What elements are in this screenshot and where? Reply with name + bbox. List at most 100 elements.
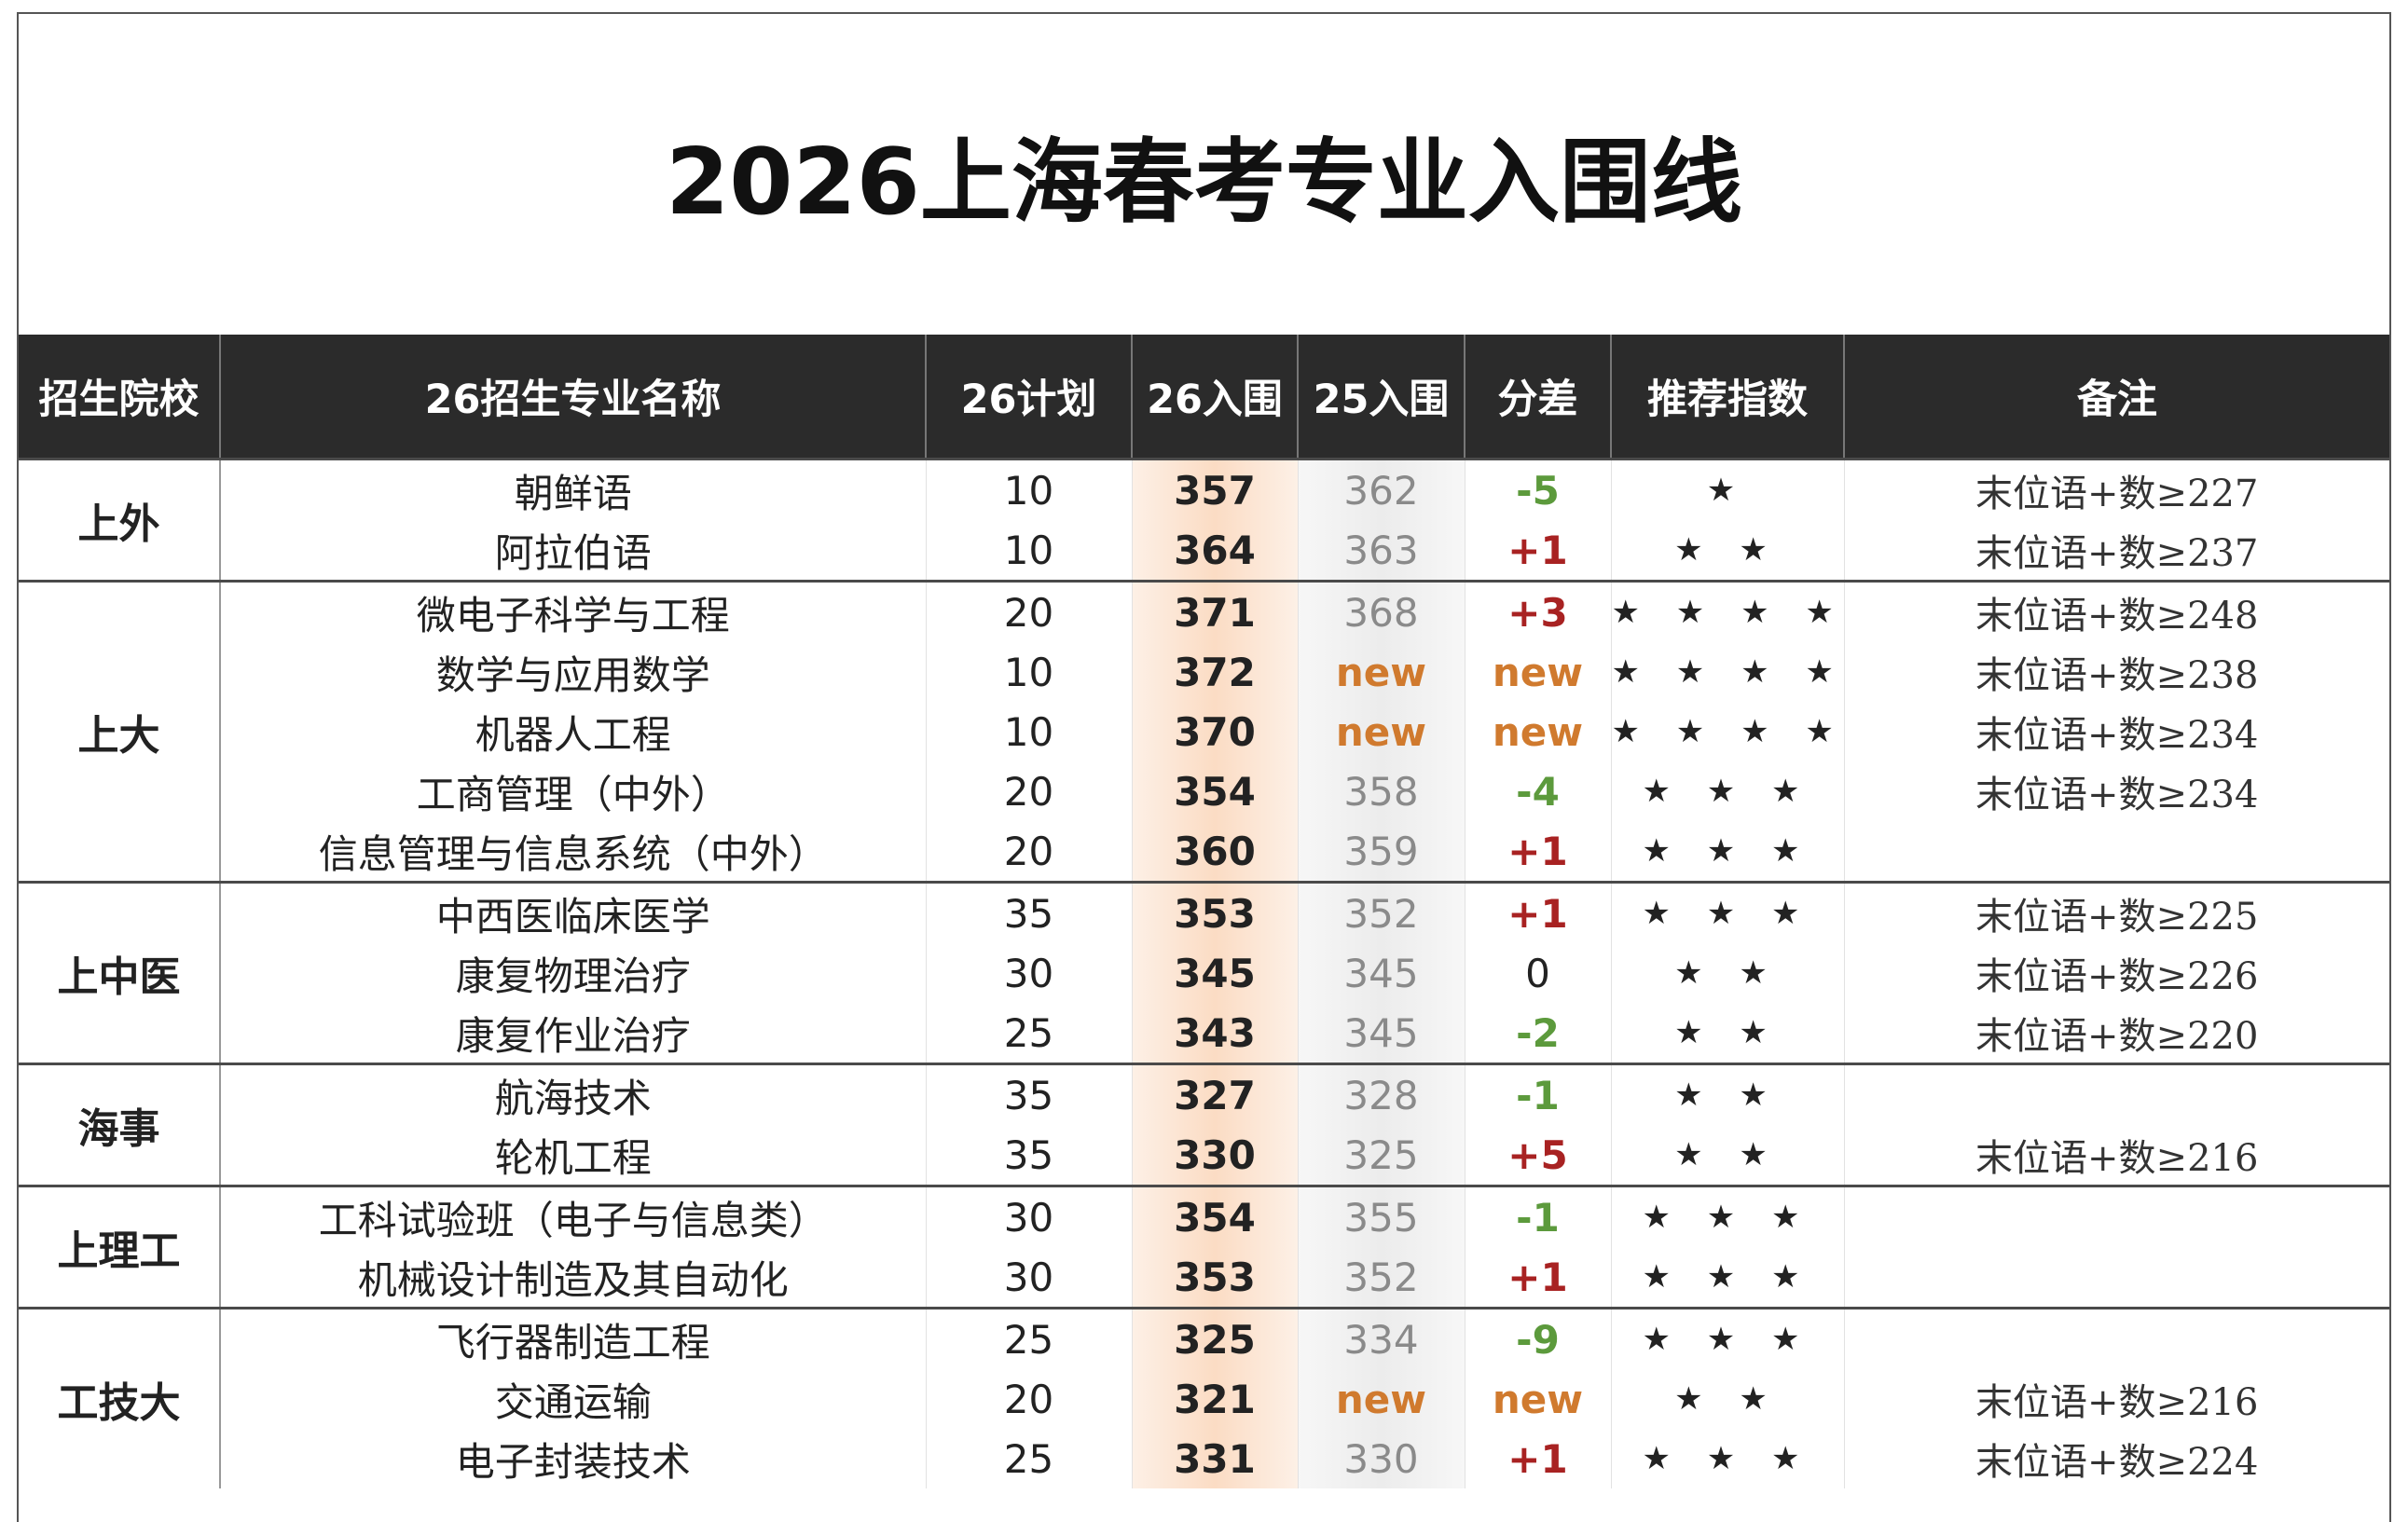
school-cell: 上大	[19, 581, 221, 883]
stars: ★ ★ ★	[1642, 832, 1813, 870]
major-cell: 工科试验班（电子与信息类）	[219, 1186, 926, 1247]
column-header: 备注	[1843, 335, 2389, 459]
stars: ★ ★	[1674, 1014, 1781, 1051]
plan: 30	[1003, 950, 1054, 996]
diff-cell: -5	[1464, 459, 1611, 520]
diff-cell: -2	[1464, 1003, 1611, 1064]
table-row: 康复作业治疗 25 343 345 -2 ★ ★ 末位语+数≥220	[19, 1003, 2389, 1064]
in26: 364	[1174, 527, 1256, 573]
table-row: 上中医 中西医临床医学 35 353 352 +1 ★ ★ ★ 末位语+数≥225	[19, 882, 2389, 1064]
major: 中西医临床医学	[435, 893, 710, 939]
column-header: 26计划	[925, 335, 1132, 459]
stars-cell: ★ ★	[1610, 1369, 1844, 1429]
plan-cell: 35	[925, 882, 1132, 943]
plan-cell: 10	[925, 642, 1132, 702]
diff: +1	[1507, 527, 1568, 573]
in26-cell: 372	[1131, 642, 1298, 702]
diff: +5	[1507, 1131, 1568, 1178]
major: 机械设计制造及其自动化	[357, 1256, 789, 1303]
stars: ★ ★ ★ ★	[1611, 653, 1844, 691]
note-cell: 末位语+数≥226	[1843, 943, 2389, 1003]
in26-cell: 343	[1131, 1003, 1298, 1064]
stars-cell: ★ ★ ★ ★	[1610, 702, 1844, 761]
in25: 355	[1343, 1194, 1419, 1241]
major: 工科试验班（电子与信息类）	[318, 1197, 828, 1243]
note-cell: 末位语+数≥234	[1843, 702, 2389, 761]
diff-cell: +1	[1464, 1247, 1611, 1309]
diff-cell: new	[1464, 702, 1611, 761]
plan: 25	[1003, 1009, 1054, 1056]
major-cell: 机器人工程	[219, 702, 926, 761]
in26: 371	[1174, 589, 1256, 636]
diff-cell: +5	[1464, 1125, 1611, 1186]
stars-cell: ★ ★ ★	[1610, 1247, 1844, 1309]
in25-cell: new	[1297, 702, 1465, 761]
major: 电子封装技术	[455, 1438, 691, 1485]
school-cell: 工技大	[19, 1308, 221, 1488]
in26: 354	[1174, 768, 1256, 815]
note: 末位语+数≥238	[1975, 654, 2259, 697]
diff-cell: new	[1464, 1369, 1611, 1429]
note: 末位语+数≥234	[1975, 714, 2259, 757]
stars-cell: ★	[1610, 459, 1844, 520]
school-group: 工技大 飞行器制造工程 25 325 334 -9 ★ ★ ★ 交通运输 20 321 new new…	[19, 1308, 2389, 1488]
note: 末位语+数≥234	[1975, 774, 2259, 816]
diff-cell: -1	[1464, 1063, 1611, 1125]
plan: 20	[1003, 1376, 1054, 1422]
in25-cell: 334	[1297, 1308, 1465, 1369]
table-row: 信息管理与信息系统（中外） 20 360 359 +1 ★ ★ ★	[19, 821, 2389, 883]
in25: new	[1335, 708, 1427, 755]
in25-cell: 363	[1297, 520, 1465, 582]
plan: 30	[1003, 1254, 1054, 1300]
major-cell: 航海技术	[219, 1063, 926, 1125]
stars: ★ ★	[1674, 1136, 1781, 1173]
in26: 372	[1174, 649, 1256, 695]
note-cell: 末位语+数≥227	[1843, 459, 2389, 520]
table-row: 康复物理治疗 30 345 345 0 ★ ★ 末位语+数≥226	[19, 943, 2389, 1003]
in26-cell: 370	[1131, 702, 1298, 761]
in26-cell: 357	[1131, 459, 1298, 520]
note-cell	[1843, 1063, 2389, 1125]
plan: 35	[1003, 1072, 1054, 1118]
plan-cell: 10	[925, 459, 1132, 520]
diff: +1	[1507, 828, 1568, 874]
stars: ★ ★ ★	[1642, 1258, 1813, 1296]
major-cell: 朝鲜语	[219, 459, 926, 520]
plan-cell: 20	[925, 581, 1132, 642]
diff-cell: -1	[1464, 1186, 1611, 1247]
title: 2026上海春考专业入围线	[666, 130, 1742, 236]
in25-cell: 355	[1297, 1186, 1465, 1247]
stars-cell: ★ ★	[1610, 1125, 1844, 1186]
stars: ★ ★	[1674, 954, 1781, 992]
stars: ★ ★	[1674, 1380, 1781, 1418]
in25: 345	[1343, 950, 1419, 996]
plan: 20	[1003, 828, 1054, 874]
stars: ★ ★ ★	[1642, 1321, 1813, 1358]
note: 末位语+数≥216	[1975, 1381, 2259, 1424]
plan: 35	[1003, 1131, 1054, 1178]
in26: 343	[1174, 1009, 1256, 1056]
note: 末位语+数≥220	[1975, 1015, 2259, 1058]
stars-cell: ★ ★ ★	[1610, 1308, 1844, 1369]
in26-cell: 353	[1131, 1247, 1298, 1309]
note: 末位语+数≥227	[1975, 473, 2259, 515]
in25: 363	[1343, 527, 1419, 573]
stars: ★ ★	[1674, 1076, 1781, 1114]
school-group: 上中医 中西医临床医学 35 353 352 +1 ★ ★ ★ 末位语+数≥225 康复物理治疗…	[19, 882, 2389, 1064]
stars: ★ ★ ★ ★	[1611, 594, 1844, 631]
major: 阿拉伯语	[494, 529, 652, 576]
note-cell: 末位语+数≥248	[1843, 581, 2389, 642]
in25-cell: 352	[1297, 1247, 1465, 1309]
column-header: 推荐指数	[1610, 335, 1844, 459]
table-row: 上外 朝鲜语 10 357 362 -5 ★ 末位语+数≥227	[19, 459, 2389, 582]
in26-cell: 364	[1131, 520, 1298, 582]
diff: -2	[1516, 1009, 1560, 1056]
in26-cell: 354	[1131, 761, 1298, 821]
note-cell: 末位语+数≥216	[1843, 1125, 2389, 1186]
major-cell: 数学与应用数学	[219, 642, 926, 702]
major: 微电子科学与工程	[416, 592, 730, 638]
in26-cell: 327	[1131, 1063, 1298, 1125]
table-header: 招生院校 26招生专业名称 26计划 26入围 25入围 分差 推荐指数 备注	[19, 335, 2389, 459]
plan: 35	[1003, 890, 1054, 937]
school-cell: 上理工	[19, 1186, 221, 1309]
